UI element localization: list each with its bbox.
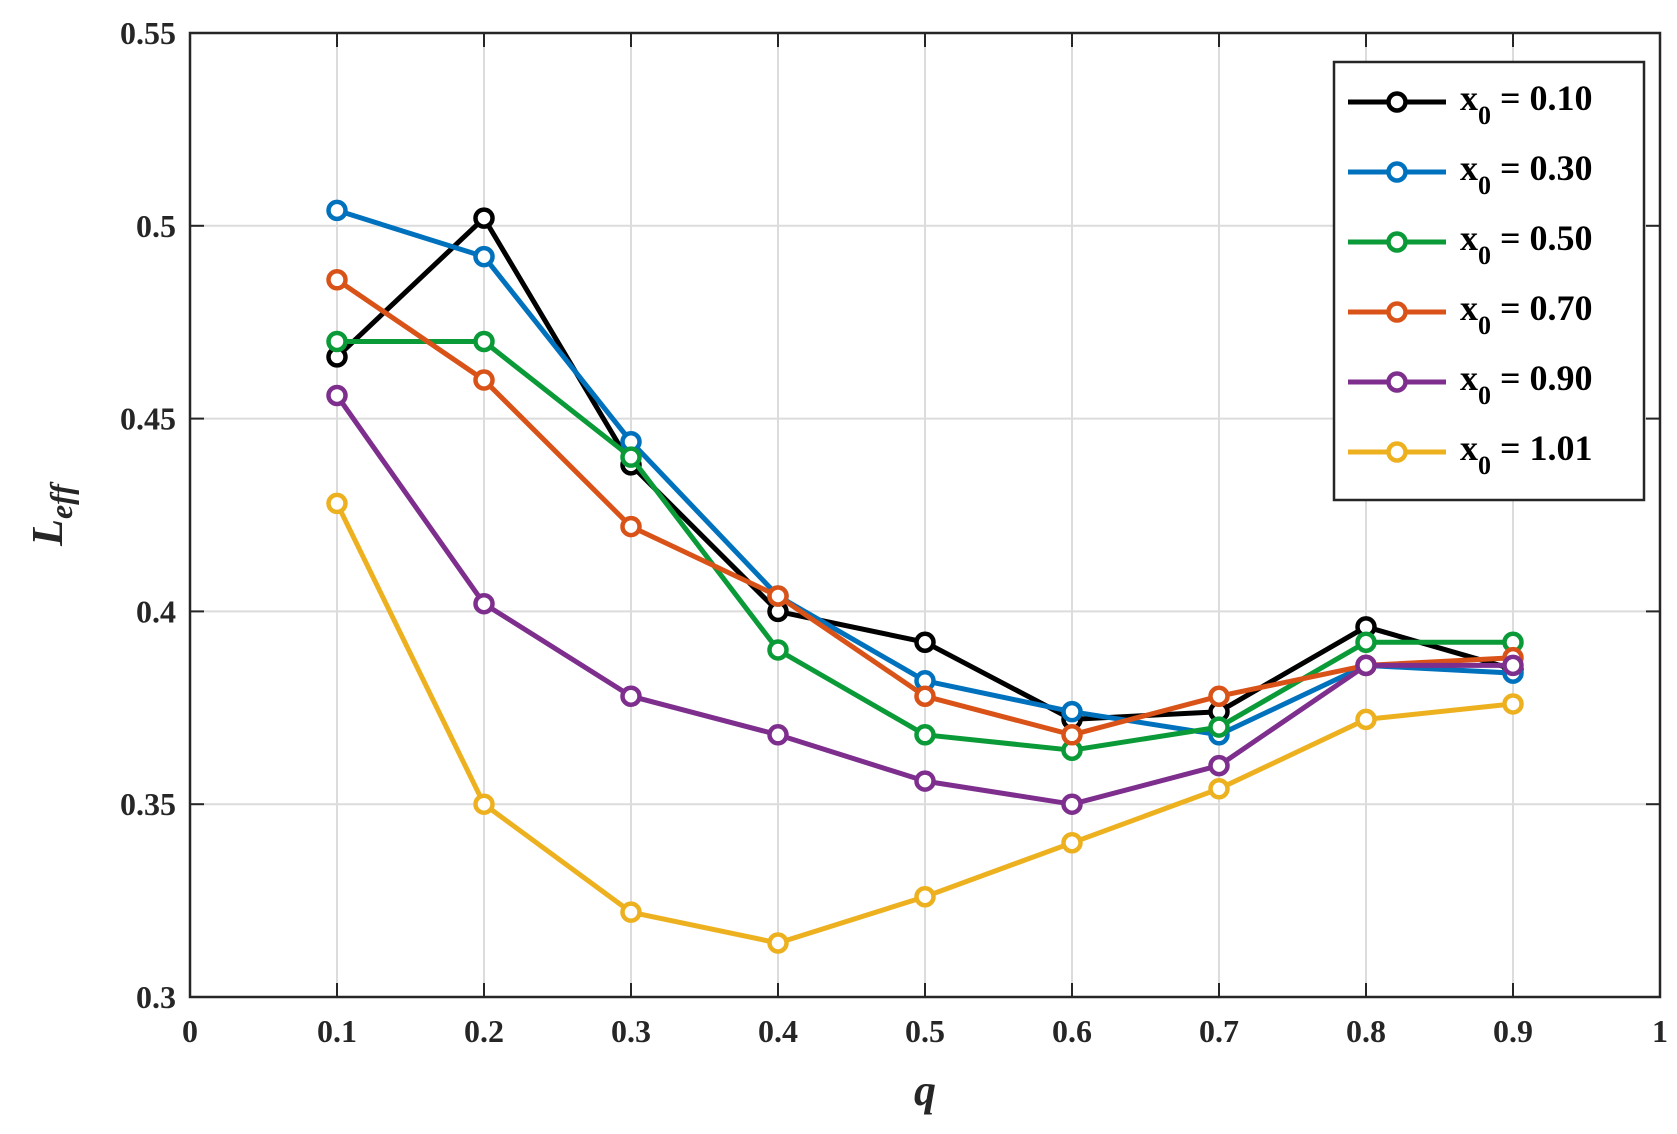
data-point xyxy=(1208,754,1230,777)
data-point xyxy=(1208,778,1230,800)
data-point xyxy=(1355,708,1377,731)
x-tick-label: 1 xyxy=(1652,1013,1668,1049)
data-point xyxy=(1502,654,1524,677)
data-point xyxy=(1502,693,1524,715)
data-point xyxy=(1355,654,1377,677)
data-point xyxy=(326,384,348,407)
legend-entry: x0 = 0.30 xyxy=(1348,148,1593,200)
data-point xyxy=(326,269,348,291)
legend-entry: x0 = 1.01 xyxy=(1348,428,1593,480)
data-point xyxy=(1208,716,1230,738)
legend-label: x0 = 0.30 xyxy=(1460,148,1593,200)
y-axis-label-subscript: eff xyxy=(43,481,79,519)
series xyxy=(326,199,1524,746)
y-axis-ticks: 0.3 0.35 0.4 0.45 0.5 0.55 xyxy=(120,15,1660,1015)
data-point xyxy=(326,492,348,515)
x-axis-label: q xyxy=(914,1066,936,1115)
data-point xyxy=(473,330,495,353)
data-point xyxy=(1208,685,1230,707)
data-point xyxy=(914,724,936,746)
x-tick-label: 0.2 xyxy=(464,1013,504,1049)
data-point xyxy=(1061,793,1083,815)
legend-entry: x0 = 0.70 xyxy=(1348,288,1593,340)
legend-label: x0 = 0.50 xyxy=(1460,218,1593,270)
data-point xyxy=(473,207,495,229)
data-point xyxy=(914,685,936,707)
legend-entry: x0 = 0.10 xyxy=(1348,78,1593,130)
legend-label: x0 = 0.90 xyxy=(1460,358,1593,410)
x-tick-label: 0.1 xyxy=(317,1013,357,1049)
legend-entry: x0 = 0.90 xyxy=(1348,358,1593,410)
data-point xyxy=(620,685,642,707)
y-axis-label: Leff xyxy=(23,481,79,547)
data-point xyxy=(1061,832,1083,854)
legend-marker xyxy=(1386,231,1408,253)
y-axis-label-base: L xyxy=(23,519,72,547)
y-tick-label: 0.35 xyxy=(120,786,176,822)
series xyxy=(326,492,1524,954)
series xyxy=(326,384,1524,815)
legend-marker xyxy=(1386,91,1408,113)
data-point xyxy=(1061,724,1083,746)
data-point xyxy=(326,330,348,353)
data-point xyxy=(1061,700,1083,723)
data-point xyxy=(767,639,789,661)
data-point xyxy=(473,369,495,391)
data-point xyxy=(326,199,348,222)
x-tick-label: 0.5 xyxy=(905,1013,945,1049)
x-tick-label: 0.7 xyxy=(1199,1013,1239,1049)
legend-marker xyxy=(1386,371,1408,393)
legend-box xyxy=(1332,60,1646,502)
legend-label: x0 = 0.70 xyxy=(1460,288,1593,340)
x-tick-label: 0.3 xyxy=(611,1013,651,1049)
x-tick-label: 0.9 xyxy=(1493,1013,1533,1049)
x-tick-label: 0.8 xyxy=(1346,1013,1386,1049)
legend-marker xyxy=(1386,301,1408,323)
data-point xyxy=(767,585,789,607)
data-point xyxy=(1355,631,1377,653)
series xyxy=(326,330,1524,761)
data-point xyxy=(767,724,789,746)
x-axis-ticks: 0 0.1 0.2 0.3 0.4 0.5 0.6 0.7 0.8 0.9 1 xyxy=(182,33,1668,1049)
legend-label: x0 = 0.10 xyxy=(1460,78,1593,130)
x-tick-label: 0 xyxy=(182,1013,198,1049)
data-point xyxy=(914,770,936,792)
data-point xyxy=(767,932,789,954)
data-point xyxy=(473,592,495,615)
data-point xyxy=(473,245,495,268)
legend-entry: x0 = 0.50 xyxy=(1348,218,1593,270)
series-layer xyxy=(326,199,1524,954)
legend-marker xyxy=(1386,441,1408,463)
y-tick-label: 0.4 xyxy=(136,593,176,629)
data-point xyxy=(620,446,642,468)
data-point xyxy=(473,793,495,815)
x-tick-label: 0.4 xyxy=(758,1013,798,1049)
legend-label: x0 = 1.01 xyxy=(1460,428,1593,480)
legend-marker xyxy=(1386,161,1408,183)
data-point xyxy=(620,515,642,538)
x-tick-label: 0.6 xyxy=(1052,1013,1092,1049)
y-tick-label: 0.3 xyxy=(136,979,176,1015)
y-tick-label: 0.55 xyxy=(120,15,176,51)
data-point xyxy=(914,631,936,653)
data-point xyxy=(620,901,642,923)
y-tick-label: 0.45 xyxy=(120,401,176,437)
y-tick-label: 0.5 xyxy=(136,208,176,244)
data-point xyxy=(914,885,936,908)
legend: x0 = 0.10 x0 = 0.30 x0 = 0.50 x0 = 0.70 x0 =… xyxy=(1332,60,1646,502)
